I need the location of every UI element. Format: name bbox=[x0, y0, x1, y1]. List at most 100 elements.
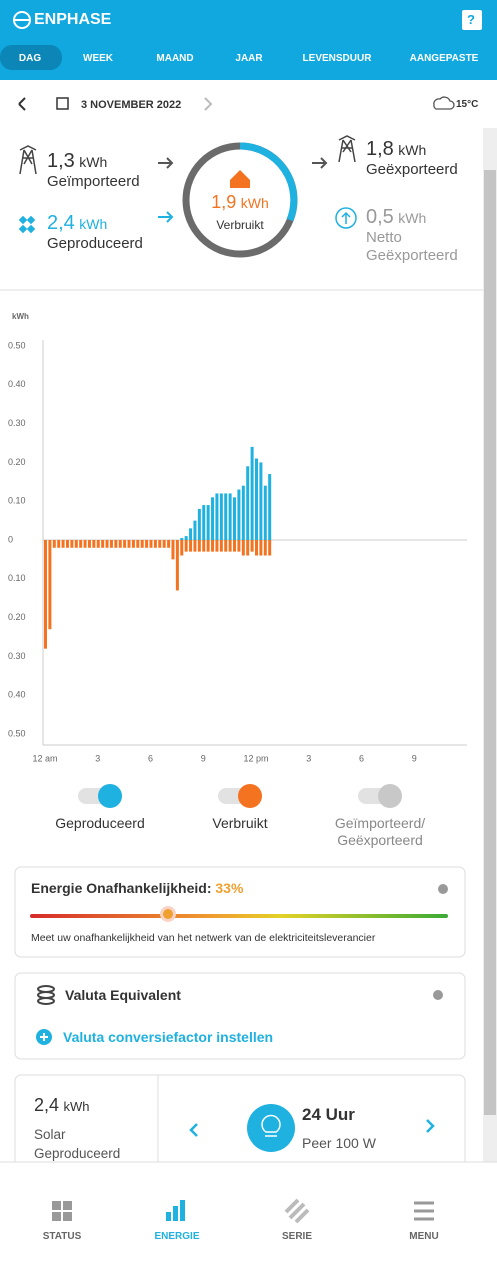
nav-label[interactable]: ENERGIE bbox=[154, 1231, 200, 1242]
value: 1,3 bbox=[47, 150, 75, 172]
legend-label: Geproduceerd bbox=[55, 815, 145, 831]
tab[interactable]: JAAR bbox=[235, 53, 263, 64]
bar bbox=[250, 540, 254, 552]
solar-label: Solar Geproduceerd bbox=[34, 1127, 121, 1161]
net: 0,5 kWh Netto Geëxporteerd bbox=[366, 206, 471, 265]
independence-title: Energie Onafhankelijkheid: 33% bbox=[31, 880, 243, 896]
bar bbox=[197, 508, 201, 540]
bar bbox=[96, 540, 100, 548]
info-icon[interactable] bbox=[433, 990, 443, 1000]
bar bbox=[180, 538, 184, 540]
bar bbox=[145, 540, 149, 548]
bar bbox=[153, 540, 157, 548]
currency-title: Valuta Equivalent bbox=[65, 987, 181, 1003]
bar bbox=[193, 520, 197, 540]
nav-label[interactable]: STATUS bbox=[42, 1231, 82, 1242]
add-plus bbox=[40, 1033, 48, 1041]
net-icon bbox=[335, 207, 357, 229]
label: Geproduceerd bbox=[47, 235, 143, 252]
tab[interactable]: WEEK bbox=[83, 53, 113, 64]
tab[interactable]: AANGEPASTE bbox=[409, 53, 479, 64]
menu-icon[interactable] bbox=[414, 1201, 434, 1221]
bar bbox=[136, 540, 140, 548]
unit: kWh bbox=[79, 216, 108, 232]
bar bbox=[202, 540, 206, 552]
bar bbox=[263, 485, 267, 540]
tab[interactable]: MAAND bbox=[156, 53, 194, 64]
bar bbox=[215, 493, 219, 540]
label: Geëxporteerd bbox=[366, 161, 458, 178]
bar bbox=[184, 540, 188, 552]
help-mark: ? bbox=[467, 12, 475, 27]
energy-icon[interactable] bbox=[166, 1200, 185, 1221]
scrollbar-thumb[interactable] bbox=[484, 170, 496, 1115]
value: 33% bbox=[215, 880, 244, 896]
brand: ENPHASE bbox=[34, 11, 112, 28]
nav-label[interactable]: MENU bbox=[409, 1231, 439, 1242]
bar bbox=[228, 540, 232, 552]
nav-label[interactable]: SERIE bbox=[281, 1231, 313, 1242]
help-icon[interactable] bbox=[462, 10, 482, 30]
bar bbox=[131, 540, 135, 548]
title: Energie Onafhankelijkheid: bbox=[31, 880, 212, 896]
bar bbox=[140, 540, 144, 548]
bar bbox=[48, 540, 52, 630]
x-tick-label: 9 bbox=[201, 753, 206, 763]
unit: kWh bbox=[240, 195, 269, 211]
imported: 1,3 kWh Geïmporteerd bbox=[47, 150, 140, 191]
label: Verbruikt bbox=[216, 218, 264, 232]
series-icon[interactable] bbox=[284, 1198, 310, 1224]
tab[interactable]: DAG bbox=[18, 53, 42, 64]
status-icon[interactable] bbox=[52, 1201, 72, 1221]
bar bbox=[180, 540, 184, 556]
bar bbox=[206, 540, 210, 552]
arrow bbox=[312, 157, 328, 169]
info-icon[interactable] bbox=[438, 884, 448, 894]
bar bbox=[233, 497, 237, 540]
tab[interactable]: LEVENSDUUR bbox=[302, 53, 372, 64]
bar bbox=[237, 540, 241, 552]
bar bbox=[246, 466, 250, 540]
bar bbox=[114, 540, 118, 548]
unit: kWh bbox=[398, 210, 427, 226]
arrow bbox=[158, 211, 174, 223]
y-tick-label: 0 bbox=[8, 534, 13, 544]
y-tick-label: 0.40 bbox=[8, 379, 26, 389]
bar bbox=[79, 540, 83, 548]
calendar-icon[interactable] bbox=[56, 97, 69, 110]
toggle-knob[interactable] bbox=[98, 784, 122, 808]
y-tick-label: 0.40 bbox=[8, 690, 26, 700]
coin-icon bbox=[37, 985, 55, 1005]
x-tick-label: 9 bbox=[412, 753, 417, 763]
x-tick-label: 12 pm bbox=[243, 753, 268, 763]
bar bbox=[184, 536, 188, 540]
bar bbox=[189, 528, 193, 540]
toggle-knob[interactable] bbox=[238, 784, 262, 808]
prev-equivalent[interactable] bbox=[189, 1123, 198, 1137]
next-equivalent[interactable] bbox=[426, 1119, 435, 1133]
independence-description: Meet uw onafhankelijkheid van het netwer… bbox=[31, 932, 376, 944]
bar bbox=[87, 540, 91, 548]
currency-action[interactable]: Valuta conversiefactor instellen bbox=[63, 1029, 274, 1045]
header-bg bbox=[0, 0, 497, 80]
grid-icon bbox=[338, 135, 356, 163]
solar-icon bbox=[18, 215, 36, 234]
bar bbox=[61, 540, 65, 548]
prev-day[interactable] bbox=[18, 97, 26, 111]
bar bbox=[171, 540, 175, 560]
bar bbox=[250, 446, 254, 540]
bar bbox=[241, 485, 245, 540]
bar bbox=[193, 540, 197, 552]
bar bbox=[175, 540, 179, 591]
bar bbox=[237, 489, 241, 540]
date: 3 NOVEMBER 2022 bbox=[81, 99, 182, 111]
produced: 2,4 kWh Geproduceerd bbox=[47, 212, 143, 253]
net-arrow bbox=[341, 211, 351, 224]
home-icon bbox=[230, 170, 250, 188]
y-tick-label: 0.20 bbox=[8, 457, 26, 467]
bar bbox=[241, 540, 245, 556]
equivalent-label: Peer 100 W bbox=[302, 1135, 376, 1151]
currency-card bbox=[14, 972, 466, 1060]
toggle-knob[interactable] bbox=[378, 784, 402, 808]
x-tick-label: 6 bbox=[148, 753, 153, 763]
